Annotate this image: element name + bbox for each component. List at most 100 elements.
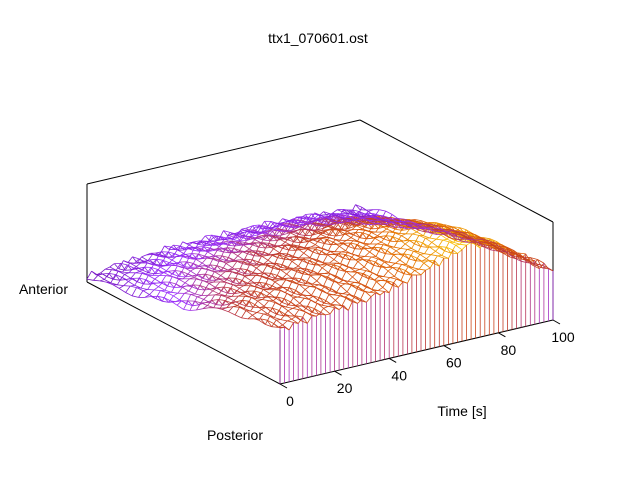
mesh-line-s [256, 267, 263, 274]
mesh-line-s [377, 274, 384, 277]
mesh-line-s [357, 261, 365, 268]
mesh-line-s [287, 310, 295, 317]
mesh-line-s [247, 269, 254, 274]
mesh-line-t [289, 287, 295, 294]
mesh-line-s [374, 237, 382, 243]
mesh-line-s [246, 225, 253, 229]
mesh-line-t [310, 244, 316, 248]
mesh-line-s [223, 286, 231, 289]
mesh-line-s [211, 299, 219, 301]
mesh-line-s [397, 270, 404, 274]
mesh-line-s [234, 314, 242, 319]
mesh-line-s [214, 248, 222, 251]
mesh-line-s [323, 224, 330, 227]
mesh-line-s [341, 279, 348, 282]
mesh-line-t [219, 300, 226, 309]
mesh-line-s [294, 277, 302, 280]
mesh-line-s [273, 289, 281, 291]
mesh-line-s [203, 246, 211, 249]
mesh-line-s [265, 264, 272, 269]
mesh-line-t [335, 285, 342, 294]
mesh-line-s [477, 242, 485, 248]
mesh-line-s [130, 285, 137, 288]
mesh-line-s [495, 242, 502, 245]
mesh-line-t [426, 242, 432, 248]
mesh-line-s [185, 253, 193, 255]
mesh-line-s [533, 263, 541, 265]
mesh-line-s [353, 214, 361, 218]
mesh-line-s [154, 263, 161, 266]
mesh-line-s [217, 260, 225, 263]
mesh-line-s [244, 275, 252, 281]
mesh-line-s [429, 232, 437, 235]
mesh-line-t [272, 307, 278, 315]
mesh-line-s [188, 290, 196, 295]
mesh-line-t [437, 239, 444, 248]
mesh-line-s [365, 221, 372, 225]
mesh-line-s [401, 235, 409, 240]
mesh-line-s [363, 273, 371, 278]
mesh-line-t [347, 276, 353, 282]
mesh-line-s [329, 235, 337, 237]
mesh-line-t [534, 260, 540, 269]
mesh-line-s [327, 237, 334, 240]
mesh-line-s [310, 223, 317, 227]
mesh-line-t [299, 297, 305, 304]
mesh-line-s [251, 234, 259, 237]
mesh-line-t [254, 261, 260, 266]
mesh-line-t [322, 254, 328, 263]
mesh-line-s [284, 230, 292, 233]
mesh-line-t [272, 235, 278, 241]
mesh-line-t [243, 251, 250, 261]
mesh-line-t [268, 248, 274, 256]
mesh-line-s [317, 299, 325, 304]
mesh-line-t [255, 292, 261, 299]
mesh-line-s [164, 297, 171, 302]
mesh-line-t [160, 275, 167, 284]
mesh-line-s [282, 218, 290, 221]
mesh-line-s [323, 286, 330, 291]
mesh-line-s [316, 230, 324, 234]
mesh-line-s [315, 263, 323, 269]
mesh-line-s [338, 282, 346, 285]
mesh-line-s [441, 225, 448, 228]
mesh-line-s [172, 255, 180, 258]
mesh-line-s [97, 274, 105, 280]
mesh-line-s [155, 272, 163, 275]
mesh-line-t [211, 234, 217, 242]
mesh-line-s [177, 249, 185, 251]
mesh-line-t [248, 251, 254, 256]
mesh-line-t [366, 296, 372, 303]
mesh-line-s [335, 239, 343, 244]
mesh-line-s [166, 270, 174, 275]
mesh-line-t [203, 295, 209, 300]
mesh-line-s [313, 286, 321, 291]
mesh-line-t [187, 300, 193, 307]
mesh-line-t [425, 267, 431, 271]
mesh-line-s [198, 243, 205, 246]
mesh-line-s [364, 256, 372, 258]
mesh-line-s [263, 305, 271, 312]
mesh-line-t [304, 240, 310, 249]
mesh-line-s [423, 229, 431, 234]
mesh-line-s [307, 306, 315, 309]
mesh-line-t [221, 263, 227, 272]
mesh-line-s [286, 273, 294, 280]
mesh-line-s [300, 259, 308, 264]
x-tick-mark [388, 357, 397, 363]
mesh-line-s [394, 232, 402, 236]
mesh-line-s [252, 235, 260, 239]
mesh-line-s [251, 297, 258, 302]
mesh-line-t [166, 265, 172, 272]
mesh-line-t [436, 234, 442, 240]
mesh-line-t [141, 254, 147, 258]
mesh-line-s [237, 305, 245, 309]
mesh-line-t [340, 283, 346, 287]
mesh-line-t [228, 306, 234, 312]
mesh-line-s [241, 317, 248, 320]
mesh-line-s [392, 236, 399, 240]
mesh-line-s [201, 262, 209, 268]
mesh-line-s [417, 251, 425, 255]
mesh-line-s [220, 236, 228, 239]
mesh-line-t [341, 271, 347, 281]
